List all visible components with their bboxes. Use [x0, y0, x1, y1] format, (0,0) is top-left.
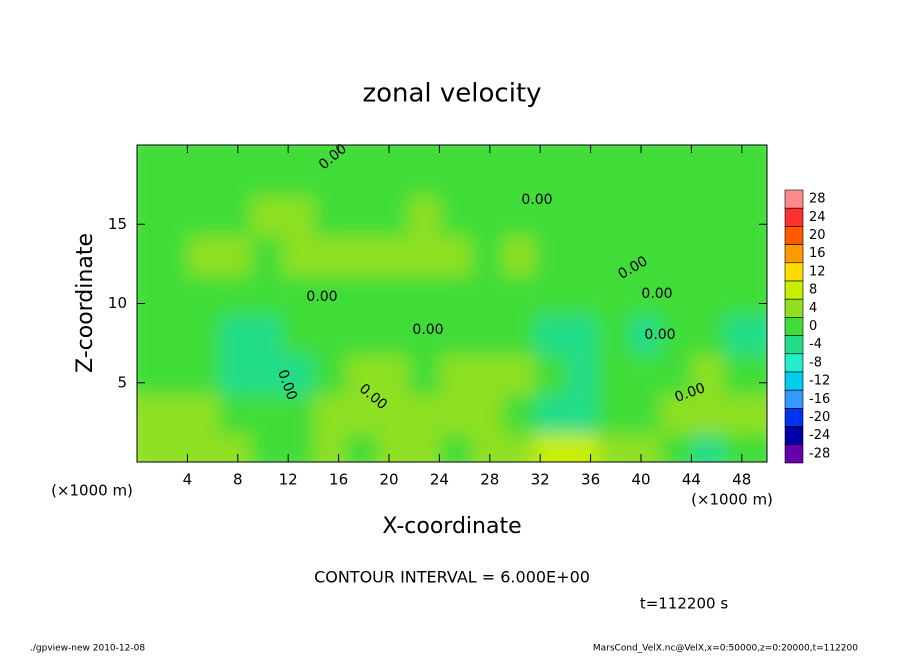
field-cells — [137, 145, 767, 462]
x-tick-label: 12 — [279, 471, 298, 489]
colorbar-label: -4 — [809, 337, 822, 352]
x-unit-right: (×1000 m) — [691, 491, 773, 509]
contour-label: 0.00 — [521, 192, 552, 208]
x-tick-label: 48 — [732, 471, 751, 489]
colorbar-label: 8 — [809, 283, 817, 298]
colorbar-box — [784, 426, 804, 446]
contour-label: 0.00 — [644, 327, 675, 343]
colorbar-box — [784, 262, 804, 282]
chart-title: zonal velocity — [362, 79, 541, 109]
y-tick-label: 5 — [117, 373, 127, 391]
colorbar-box — [784, 335, 804, 355]
colorbar-label: 20 — [809, 228, 826, 243]
colorbar-label: -16 — [809, 392, 830, 407]
colorbar-box — [784, 317, 804, 336]
colorbar-label: 0 — [809, 319, 817, 334]
colorbar-box — [784, 189, 804, 209]
colorbar-label: -12 — [809, 374, 830, 389]
x-tick-label: 36 — [581, 471, 600, 489]
colorbar-box — [784, 207, 804, 227]
colorbar-label: 12 — [809, 264, 826, 279]
colorbar-box — [784, 371, 804, 391]
x-axis-label: X-coordinate — [382, 514, 521, 539]
time-label: t=112200 s — [640, 595, 728, 613]
x-tick-label: 16 — [329, 471, 348, 489]
contour-label: 0.00 — [412, 322, 443, 338]
field — [137, 145, 767, 462]
colorbar-label: 4 — [809, 301, 817, 316]
x-tick-label: 40 — [631, 471, 650, 489]
colorbar-label: 16 — [809, 246, 826, 261]
contour-label: 0.00 — [641, 286, 672, 302]
footer-right: MarsCond_VelX.nc@VelX,x=0:50000,z=0:2000… — [593, 644, 858, 654]
colorbar-label: -8 — [809, 355, 822, 370]
colorbar-label: -24 — [809, 428, 830, 443]
colorbar-box — [784, 444, 804, 464]
x-tick-label: 32 — [531, 471, 550, 489]
x-tick-label: 20 — [379, 471, 398, 489]
x-tick-label: 4 — [183, 471, 193, 489]
colorbar-box — [784, 244, 804, 264]
colorbar-label: -20 — [809, 410, 830, 425]
x-tick-label: 44 — [682, 471, 701, 489]
x-tick-label: 24 — [430, 471, 449, 489]
colorbar-label: -28 — [809, 446, 830, 461]
colorbar-box — [784, 389, 804, 409]
x-tick-label: 28 — [480, 471, 499, 489]
x-unit: (×1000 m) — [51, 482, 133, 500]
footer-left: ./gpview-new 2010-12-08 — [30, 644, 145, 654]
contour-interval: CONTOUR INTERVAL = 6.000E+00 — [314, 568, 590, 587]
y-axis-label: Z-coordinate — [73, 233, 98, 373]
colorbar-label: 28 — [809, 192, 826, 207]
contour-label: 0.00 — [306, 289, 337, 305]
colorbar-box — [784, 298, 804, 318]
colorbar-box — [784, 353, 804, 373]
colorbar-label: 24 — [809, 210, 826, 225]
y-tick-label: 15 — [108, 215, 127, 233]
y-tick-label: 10 — [108, 294, 127, 312]
colorbar-box — [784, 280, 804, 300]
colorbar-box — [784, 408, 804, 427]
colorbar-box — [784, 226, 804, 245]
field-cell — [723, 145, 767, 197]
x-tick-label: 8 — [233, 471, 243, 489]
